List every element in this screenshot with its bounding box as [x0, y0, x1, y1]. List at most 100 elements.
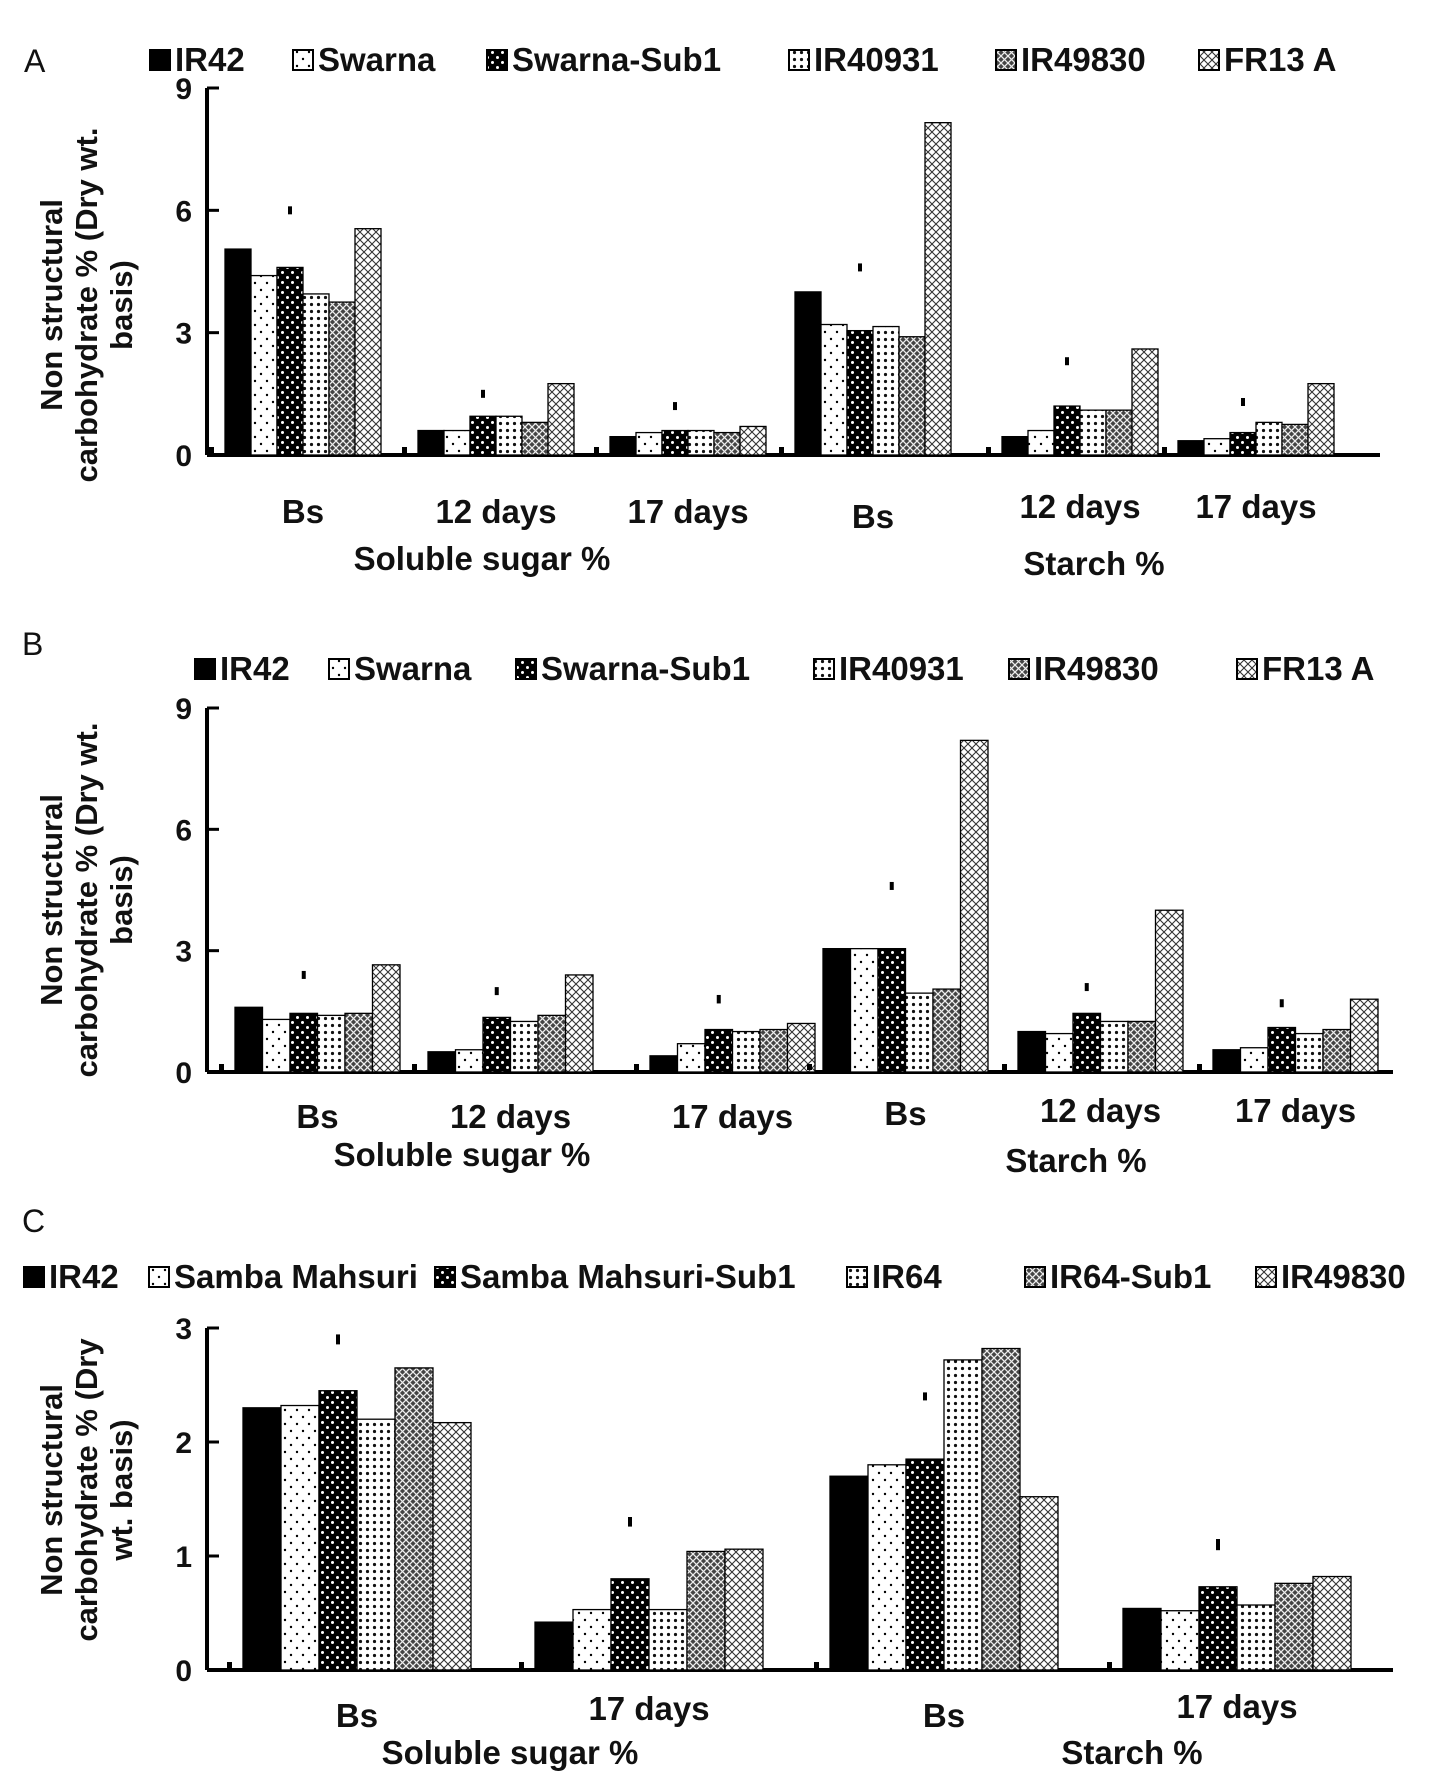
legend-label: FR13 A	[1224, 41, 1336, 78]
bar	[1177, 440, 1205, 456]
y-tick-label: 6	[175, 195, 192, 228]
group-separator	[779, 447, 784, 453]
bar	[959, 739, 989, 1073]
bar	[302, 293, 330, 456]
bar	[661, 429, 689, 456]
bar	[224, 248, 252, 456]
bar	[394, 1367, 434, 1671]
legend-swatch	[23, 1266, 45, 1288]
legend-swatch	[194, 658, 216, 680]
legend-label: IR40931	[814, 41, 939, 78]
bar	[786, 1022, 816, 1073]
y-tick-label: 3	[175, 318, 192, 351]
group-label: Bs	[296, 1098, 338, 1135]
legend-swatch	[1236, 658, 1258, 680]
bar	[877, 947, 907, 1073]
bar	[704, 1028, 734, 1073]
y-tick-label: 9	[175, 73, 192, 106]
panel-label-c: C	[22, 1203, 45, 1239]
bar	[280, 1404, 320, 1671]
legend-swatch	[1198, 49, 1220, 71]
bar	[649, 1055, 679, 1073]
bar	[724, 1548, 764, 1671]
bar	[635, 431, 663, 456]
bar	[1122, 1607, 1162, 1671]
bar	[1154, 909, 1184, 1073]
legend-swatch	[486, 49, 508, 71]
y-axis-label: wt. basis)	[104, 1419, 139, 1561]
legend-swatch	[1024, 1266, 1046, 1288]
y-axis-label: basis)	[104, 260, 139, 350]
bar	[1105, 409, 1133, 456]
bar	[648, 1608, 688, 1671]
group-label: 17 days	[1176, 1688, 1297, 1725]
y-tick-label: 2	[175, 1427, 192, 1460]
bar	[1274, 1582, 1314, 1671]
bar	[1160, 1610, 1200, 1671]
bar	[1294, 1032, 1324, 1073]
legend-label: IR49830	[1021, 41, 1146, 78]
y-tick-label: 0	[175, 440, 192, 473]
group-separator	[634, 1064, 639, 1070]
section-label: Starch %	[1005, 1142, 1146, 1179]
bar	[1053, 405, 1081, 456]
y-axis-label: Non structural	[34, 199, 69, 411]
bar	[1281, 423, 1309, 456]
bar	[687, 429, 715, 456]
bar	[1349, 998, 1379, 1073]
bar	[739, 425, 767, 456]
legend-swatch	[292, 49, 314, 71]
bar	[572, 1608, 612, 1671]
legend-label: FR13 A	[1262, 650, 1374, 687]
legend-label: Samba Mahsuri-Sub1	[460, 1258, 796, 1295]
bar	[417, 429, 445, 456]
legend-swatch	[1008, 658, 1030, 680]
group-label: 17 days	[627, 493, 748, 530]
bar	[1312, 1575, 1352, 1671]
bar	[610, 1578, 650, 1671]
group-separator	[412, 1064, 417, 1070]
group-separator	[219, 1064, 224, 1070]
legend-swatch	[148, 1266, 170, 1288]
bar	[276, 266, 304, 456]
bar	[1127, 1020, 1157, 1073]
section-label: Starch %	[1023, 545, 1164, 582]
bar	[924, 122, 952, 456]
y-axis-label: carbohydrate % (Dry wt.	[69, 723, 104, 1078]
legend-swatch	[515, 658, 537, 680]
bar	[509, 1020, 539, 1073]
bar	[289, 1012, 319, 1073]
bar	[316, 1014, 346, 1073]
group-label: 17 days	[1195, 488, 1316, 525]
bar	[354, 228, 382, 456]
section-label: Starch %	[1061, 1734, 1202, 1771]
bar	[443, 429, 471, 456]
bar	[261, 1018, 291, 1073]
y-axis-label: carbohydrate % (Dry	[69, 1338, 104, 1642]
group-label: 12 days	[1040, 1092, 1161, 1129]
y-axis-label: Non structural	[34, 1384, 69, 1596]
y-tick-label: 1	[175, 1541, 192, 1574]
legend-label: IR42	[175, 41, 245, 78]
legend-label: IR64	[872, 1258, 942, 1295]
bar	[904, 992, 934, 1073]
y-axis-label: basis)	[104, 855, 139, 945]
bar	[427, 1051, 457, 1073]
bar	[1212, 1049, 1242, 1073]
legend-swatch	[328, 658, 350, 680]
bar	[759, 1028, 789, 1073]
bar	[822, 947, 852, 1073]
legend-label: IR42	[220, 650, 290, 687]
y-tick-label: 0	[175, 1655, 192, 1688]
bar	[1099, 1020, 1129, 1073]
bar	[731, 1030, 761, 1073]
bar	[234, 1006, 264, 1073]
legend-swatch	[1255, 1266, 1277, 1288]
legend-b: IR42 Swarna Swarna-Sub1 IR40931 IR49830 FR13 …	[194, 650, 1374, 687]
y-tick-label: 3	[175, 1313, 192, 1346]
bar	[328, 301, 356, 456]
group-separator	[1002, 1064, 1007, 1070]
y-axis-label: Non structural	[34, 794, 69, 1006]
legend-swatch	[995, 49, 1017, 71]
